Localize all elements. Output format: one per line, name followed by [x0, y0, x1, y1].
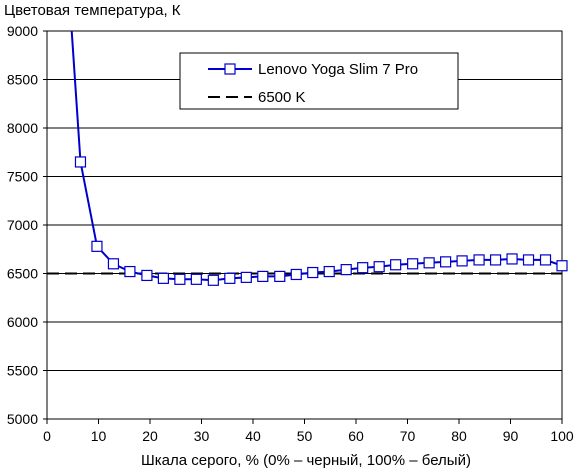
data-point-6 [157, 272, 169, 284]
data-point-2 [91, 240, 103, 252]
data-point-26 [489, 254, 502, 266]
legend-label-series-2: 6500 K [258, 89, 306, 106]
data-point-25 [473, 254, 485, 266]
data-point-7 [174, 273, 186, 285]
data-point-29 [539, 254, 552, 266]
data-point-11 [240, 271, 252, 283]
x-tick-label-90: 90 [503, 428, 519, 444]
y-tick-label-6500: 6500 [7, 266, 38, 282]
data-point-18 [357, 262, 369, 274]
x-tick-label-30: 30 [194, 428, 210, 444]
x-tick-label-80: 80 [451, 428, 467, 444]
x-tick-label-20: 20 [142, 428, 158, 444]
data-point-15 [307, 266, 319, 279]
y-tick-labels: 5000 5500 6000 6500 7000 7500 8000 8500 9000 [7, 23, 47, 427]
legend-marker-series-1 [224, 63, 236, 75]
legend-box [179, 52, 459, 110]
x-tick-labels: 0 10 20 30 40 50 60 70 80 90 100 [43, 419, 574, 444]
x-tick-label-40: 40 [245, 428, 261, 444]
data-point-5 [141, 269, 153, 282]
data-point-28 [522, 254, 535, 266]
x-tick-label-0: 0 [43, 428, 51, 444]
legend-label-series-1: Lenovo Yoga Slim 7 Pro [258, 61, 418, 78]
x-tick-label-70: 70 [400, 428, 416, 444]
y-tick-label-8500: 8500 [7, 72, 38, 88]
data-point-22 [423, 257, 435, 269]
x-tick-label-50: 50 [297, 428, 313, 444]
data-point-27 [506, 253, 518, 265]
y-tick-label-7500: 7500 [7, 169, 38, 185]
data-point-4 [124, 265, 136, 278]
data-point-13 [274, 270, 286, 283]
series-layer [47, 30, 568, 286]
data-point-9 [207, 274, 219, 286]
gridlines [47, 79, 562, 371]
y-tick-label-7000: 7000 [7, 217, 38, 233]
data-point-3 [107, 258, 120, 270]
data-point-14 [290, 268, 302, 281]
y-tick-label-6000: 6000 [7, 314, 38, 330]
data-point-21 [407, 258, 419, 270]
data-point-30 [556, 260, 568, 272]
data-point-1 [74, 156, 87, 168]
x-axis-title: Шкала серого, % (0% – черный, 100% – бел… [141, 452, 471, 469]
y-axis-title: Цветовая температура, К [4, 2, 181, 19]
data-point-23 [440, 256, 452, 268]
y-tick-label-5000: 5000 [7, 411, 38, 427]
data-point-19 [373, 261, 385, 273]
y-tick-label-5500: 5500 [7, 363, 38, 379]
y-tick-label-9000: 9000 [7, 23, 38, 39]
data-point-17 [340, 264, 352, 276]
data-point-20 [390, 259, 402, 271]
x-tick-label-10: 10 [91, 428, 107, 444]
x-tick-label-60: 60 [348, 428, 364, 444]
data-point-16 [323, 265, 335, 278]
y-tick-label-8000: 8000 [7, 120, 38, 136]
x-tick-label-100: 100 [550, 428, 574, 444]
data-point-10 [224, 272, 236, 284]
data-point-8 [190, 273, 202, 285]
data-point-12 [257, 270, 269, 283]
data-point-24 [456, 255, 468, 267]
legend: Lenovo Yoga Slim 7 Pro 6500 K [179, 52, 459, 110]
